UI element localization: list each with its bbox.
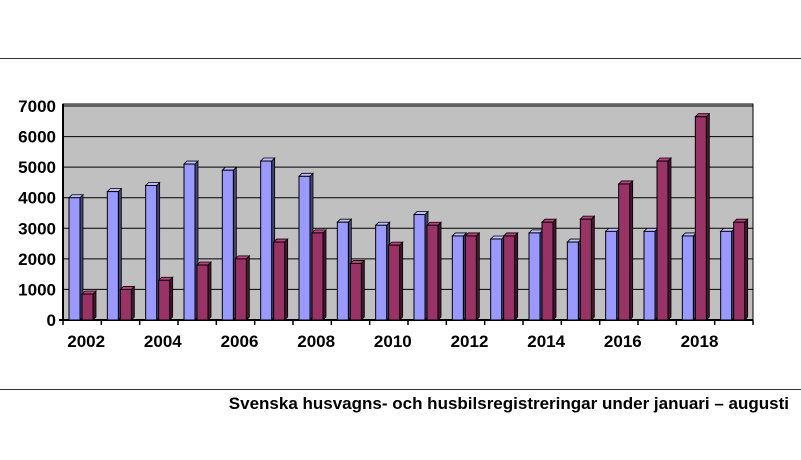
bar <box>298 175 311 321</box>
bar <box>503 235 516 321</box>
bar <box>106 191 119 321</box>
y-tick-label: 4000 <box>18 189 56 208</box>
bar <box>349 262 362 321</box>
bar <box>388 244 401 321</box>
y-tick-label: 3000 <box>18 219 56 238</box>
bar <box>451 235 464 321</box>
bar <box>145 184 158 321</box>
y-tick-label: 1000 <box>18 280 56 299</box>
bar <box>528 232 541 321</box>
bar <box>68 197 81 321</box>
bar <box>579 218 592 321</box>
bar <box>618 183 631 321</box>
x-tick-label: 2006 <box>221 332 259 351</box>
bar-chart: 0 1000 2000 3000 4000 5000 6000 7000 2002 2004 200… <box>18 97 754 351</box>
x-tick-label: 2014 <box>527 332 565 351</box>
x-tick-label: 2010 <box>374 332 412 351</box>
bar <box>681 235 694 321</box>
x-tick-label: 2016 <box>604 332 642 351</box>
bar <box>234 258 247 321</box>
bar <box>733 221 746 321</box>
x-tick-label: 2012 <box>451 332 489 351</box>
x-tick-label: 2004 <box>144 332 182 351</box>
bar <box>273 241 286 321</box>
bar <box>541 221 554 321</box>
bar <box>221 169 234 321</box>
chart-caption: Svenska husvagns- och husbilsregistrerin… <box>228 394 789 413</box>
bar <box>605 230 618 321</box>
bar <box>643 230 656 321</box>
bar <box>260 160 273 321</box>
bar <box>566 241 579 321</box>
bar <box>426 224 439 321</box>
top-divider <box>0 58 801 59</box>
y-tick-label: 2000 <box>18 250 56 269</box>
bar <box>490 238 503 321</box>
bar <box>311 232 324 321</box>
bar <box>81 293 94 321</box>
y-tick-label: 7000 <box>18 97 56 116</box>
bar <box>375 224 388 321</box>
bar <box>464 235 477 321</box>
bar <box>158 279 171 321</box>
y-tick-label: 5000 <box>18 158 56 177</box>
bar <box>413 214 426 321</box>
bar <box>336 221 349 321</box>
bar <box>656 160 669 321</box>
bar <box>720 230 733 321</box>
y-tick-label: 6000 <box>18 128 56 147</box>
plot-area <box>62 103 754 321</box>
y-tick-label: 0 <box>47 311 56 330</box>
bar <box>119 288 132 321</box>
bar <box>196 264 209 321</box>
bar <box>183 163 196 321</box>
bar <box>694 116 707 321</box>
x-tick-label: 2008 <box>297 332 335 351</box>
x-tick-label: 2018 <box>681 332 719 351</box>
x-tick-label: 2002 <box>67 332 105 351</box>
bottom-divider <box>0 389 801 390</box>
